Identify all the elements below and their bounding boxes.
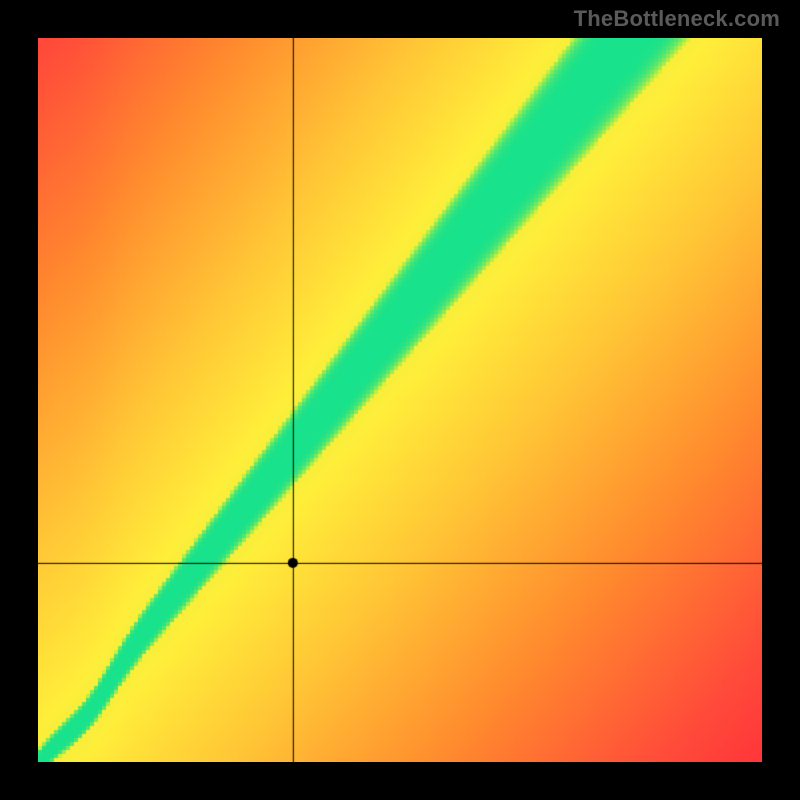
heatmap-canvas <box>38 38 762 762</box>
chart-container: { "watermark": { "text": "TheBottleneck.… <box>0 0 800 800</box>
watermark-text: TheBottleneck.com <box>574 6 780 32</box>
